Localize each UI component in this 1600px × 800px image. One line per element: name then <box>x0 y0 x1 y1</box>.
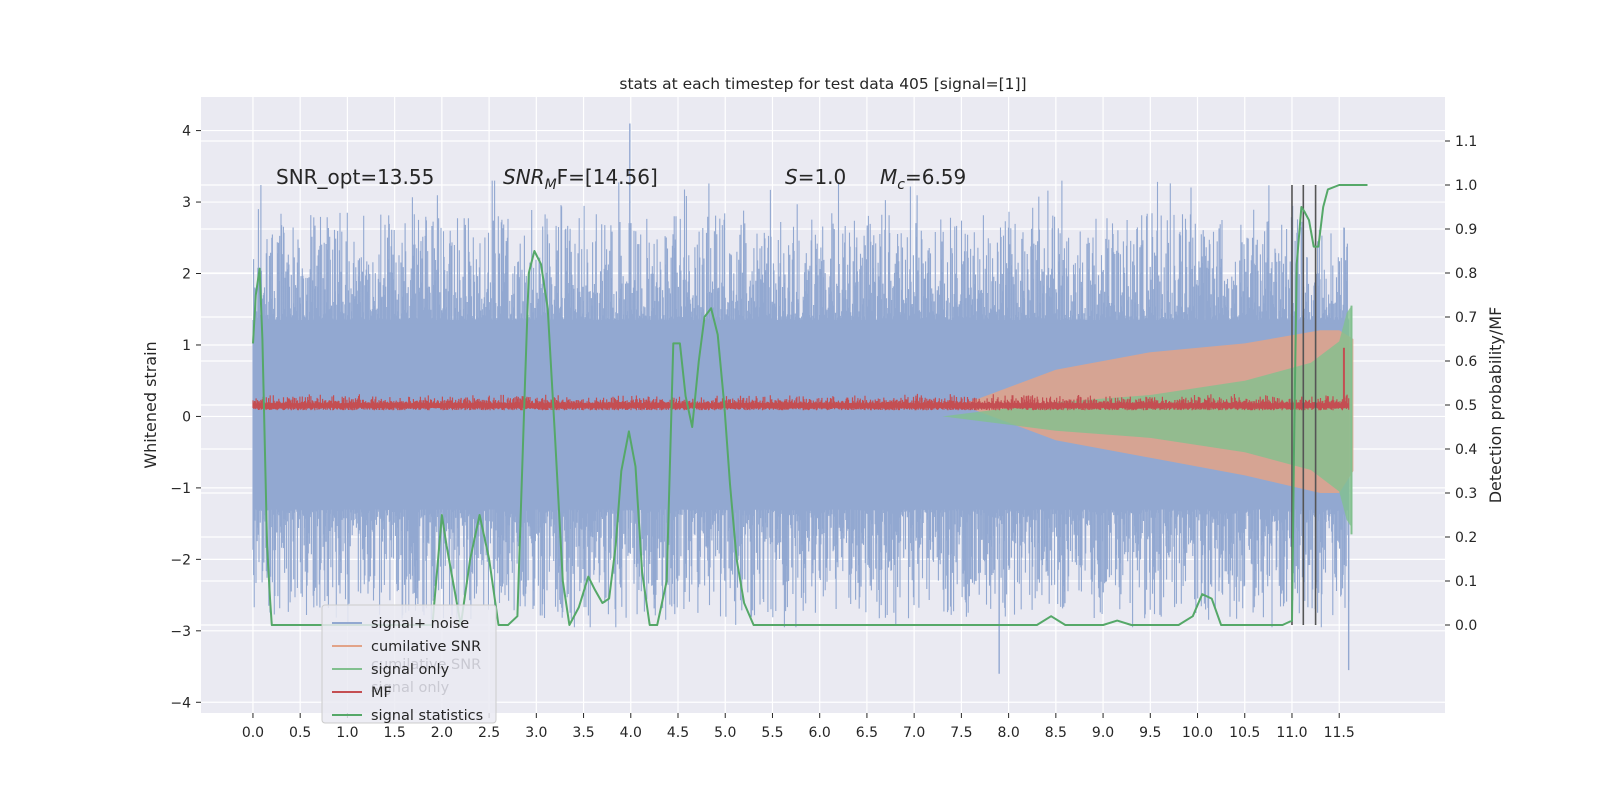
chart-title: stats at each timestep for test data 405… <box>619 75 1026 93</box>
x-tick-label: 1.0 <box>336 725 358 741</box>
x-tick-label: 2.5 <box>478 725 500 741</box>
series-signal-statistics <box>252 184 1368 626</box>
y-right-tick-label: 0.3 <box>1455 486 1477 502</box>
y-tick-label: −4 <box>170 695 191 711</box>
x-tick-label: 5.0 <box>714 725 736 741</box>
x-axis-ticks: 0.0 0.5 1.0 1.5 2.0 2.5 3.0 3.5 4.0 4.5 5.0 5.5 6.0 6… <box>242 713 1355 741</box>
x-tick-label: 4.0 <box>620 725 642 741</box>
y-tick-label: 1 <box>182 338 191 354</box>
y-right-tick-label: 0.6 <box>1455 354 1477 370</box>
x-tick-label: 3.0 <box>525 725 547 741</box>
annotation-s-value: =1.0 <box>798 165 847 189</box>
signal-only-band <box>942 305 1352 528</box>
legend: cumilative SNR signal only signal+ noise… <box>321 604 497 724</box>
x-tick-label: 10.0 <box>1182 725 1213 741</box>
annotation-s-label: S <box>785 165 798 189</box>
legend-label: cumilative SNR <box>371 639 481 655</box>
annotation-mc-label: M <box>880 165 897 189</box>
series-signal-only <box>942 305 1353 535</box>
annotation-snr-mf-label: SNR <box>503 165 545 189</box>
x-tick-label: 9.5 <box>1139 725 1161 741</box>
y-axis-left-label: Whitened strain <box>141 341 160 468</box>
y-axis-left-ticks: 4 3 2 1 0 −1 −2 −3 −4 <box>170 124 201 711</box>
series-mf <box>252 347 1350 411</box>
annotation-snr-mf: SNRMF=[14.56] <box>503 165 658 193</box>
y-right-tick-label: 0.1 <box>1455 574 1477 590</box>
x-tick-label: 11.5 <box>1324 725 1355 741</box>
y-right-tick-label: 1.0 <box>1455 178 1477 194</box>
y-tick-label: 4 <box>182 124 191 140</box>
y-tick-label: 2 <box>182 267 191 283</box>
y-right-tick-label: 0.2 <box>1455 530 1477 546</box>
x-tick-label: 5.5 <box>761 725 783 741</box>
y-right-tick-label: 0.4 <box>1455 442 1477 458</box>
x-tick-label: 11.0 <box>1276 725 1307 741</box>
legend-label: signal+ noise <box>371 616 469 632</box>
y-right-tick-label: 1.1 <box>1455 134 1477 150</box>
y-tick-label: −1 <box>170 481 191 497</box>
y-tick-label: 3 <box>182 195 191 211</box>
x-tick-label: 8.0 <box>997 725 1019 741</box>
x-tick-label: 10.5 <box>1229 725 1260 741</box>
y-axis-right-ticks: 1.1 1.0 0.9 0.8 0.7 0.6 0.5 0.4 0.3 0.2 0.1 0.0 <box>1445 134 1477 634</box>
mf-trace <box>252 393 1350 411</box>
legend-label: MF <box>371 685 392 701</box>
y-right-tick-label: 0.9 <box>1455 222 1477 238</box>
x-tick-label: 8.5 <box>1045 725 1067 741</box>
legend-ghost-label: signal only <box>371 680 450 696</box>
x-tick-label: 0.0 <box>242 725 264 741</box>
annotation-snr-mf-sub: M <box>545 177 557 193</box>
y-right-tick-label: 0.0 <box>1455 618 1477 634</box>
annotation-s: S=1.0 <box>785 165 846 189</box>
annotation-mc-sub: c <box>897 177 905 193</box>
x-tick-label: 7.0 <box>903 725 925 741</box>
legend-label: signal only <box>371 662 450 678</box>
x-tick-label: 1.5 <box>384 725 406 741</box>
x-tick-label: 6.0 <box>809 725 831 741</box>
signal-statistics-line <box>252 184 1368 626</box>
annotation-snr-opt: SNR_opt=13.55 <box>276 165 434 189</box>
y-right-tick-label: 0.5 <box>1455 398 1477 414</box>
x-tick-label: 2.0 <box>431 725 453 741</box>
legend-label: signal statistics <box>371 708 483 724</box>
y-right-tick-label: 0.7 <box>1455 310 1477 326</box>
y-tick-label: −3 <box>170 624 191 640</box>
x-tick-label: 7.5 <box>950 725 972 741</box>
annotation-mc: Mc=6.59 <box>880 165 966 193</box>
x-tick-label: 6.5 <box>856 725 878 741</box>
legend-box <box>321 604 497 724</box>
data-layer <box>252 123 1368 674</box>
x-tick-label: 4.5 <box>667 725 689 741</box>
annotation-mc-value: =6.59 <box>905 165 966 189</box>
legend-ghost-label: cumilative SNR <box>371 657 481 673</box>
x-tick-label: 3.5 <box>572 725 594 741</box>
x-tick-label: 9.0 <box>1092 725 1114 741</box>
x-tick-label: 0.5 <box>289 725 311 741</box>
y-right-tick-label: 0.8 <box>1455 266 1477 282</box>
annotation-snr-mf-value: F=[14.56] <box>557 165 658 189</box>
y-tick-label: −2 <box>170 552 191 568</box>
y-tick-label: 0 <box>182 409 191 425</box>
y-axis-right-label: Detection probability/MF <box>1486 307 1505 504</box>
